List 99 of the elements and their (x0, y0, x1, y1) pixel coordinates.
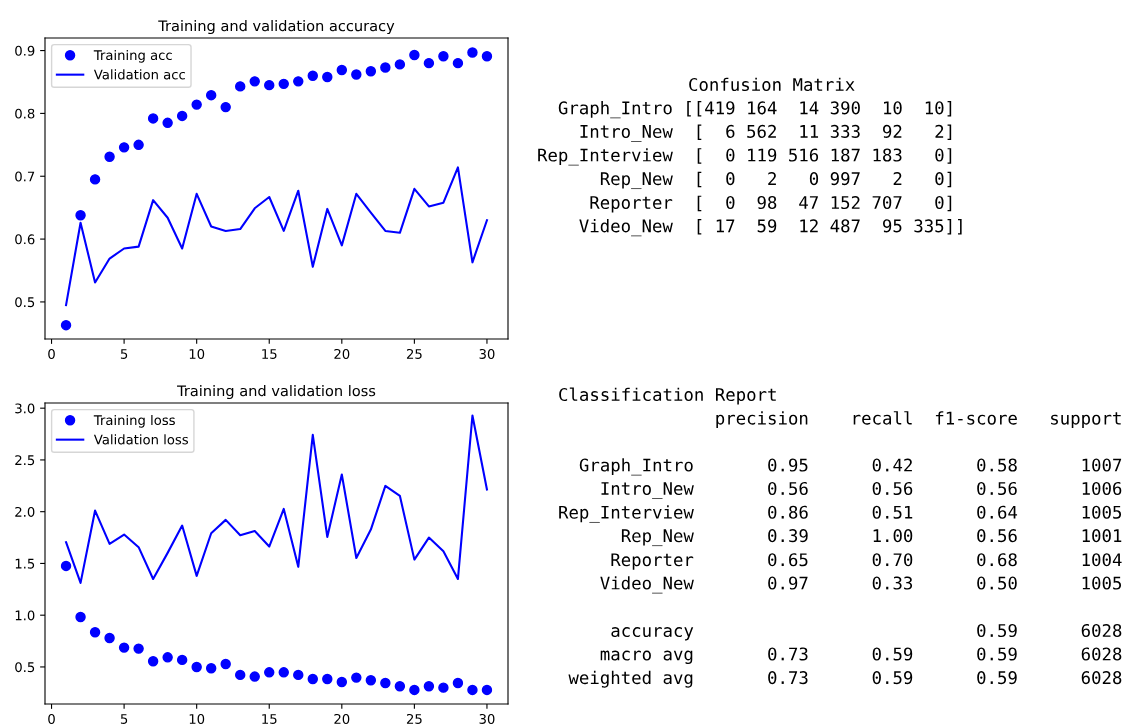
chart-title: Training and validation loss (177, 384, 376, 400)
point (264, 667, 275, 678)
point (351, 69, 362, 80)
point (409, 684, 420, 696)
point (176, 654, 188, 666)
point (162, 652, 173, 663)
point (176, 110, 188, 122)
point (467, 47, 478, 58)
text: Graph_Intro 0.95 0.42 0.58 1007 Intro_New 0.56 0.56 0.56 1006 Rep_Interview 0.86 0.51 0.64 1005 Rep_New 0.39 1.00 0.56 1001 Reporter 0.65 0.70 0.68 1004 Video_New 0.97 0.33 0.50 1005 (559, 458, 1122, 594)
point (293, 669, 304, 681)
x-tick-label: 15 (262, 714, 277, 724)
text: Confusion Matrix (689, 77, 855, 92)
point (60, 560, 72, 572)
point (423, 681, 435, 692)
point (322, 71, 333, 83)
point (220, 101, 231, 113)
point (365, 675, 377, 686)
point (205, 663, 217, 674)
point (235, 81, 246, 92)
y-tick-label: 2.5 (15, 455, 35, 466)
x-tick-label: 30 (479, 348, 495, 359)
y-tick-label: 0.6 (15, 234, 35, 245)
text: accuracy 0.59 6028 macro avg 0.73 0.59 0.59 6028 weighted avg 0.73 0.59 0.59 6028 (568, 623, 1122, 688)
point (452, 677, 464, 689)
point (307, 70, 318, 81)
y-tick-label: 1.5 (15, 558, 35, 569)
point (322, 673, 333, 685)
point (191, 99, 202, 110)
point (118, 142, 130, 153)
point (351, 672, 362, 683)
legend-label: Validation loss (93, 434, 189, 445)
y-tick-label: 0.8 (15, 108, 35, 119)
point (423, 57, 435, 69)
point (452, 57, 464, 69)
point (89, 627, 101, 638)
point (481, 51, 493, 62)
y-tick-label: 2.0 (15, 506, 35, 517)
point (481, 684, 493, 696)
point (409, 49, 420, 61)
text: Graph_Intro [[419 164 14 390 10 10] Intro_New [ 6 562 11 333 92 2] Rep_Interview [ 0 119 516 187 183 0] Rep_New [ 0 2 0 997 2 0] Reporter [ 0 98 47 152 707 0] Video_New [ 17 59 12 487 95 335]] (538, 100, 962, 237)
point (104, 632, 115, 644)
legend-label: Training acc (93, 49, 172, 63)
point (75, 209, 86, 221)
point (147, 656, 159, 667)
point (394, 681, 406, 692)
point (205, 89, 217, 101)
point (118, 642, 130, 653)
point (293, 76, 304, 87)
point (307, 673, 318, 685)
point (365, 66, 377, 77)
x-tick-label: 5 (120, 714, 128, 724)
point (235, 669, 246, 681)
point (191, 661, 202, 673)
x-tick-label: 0 (48, 713, 55, 724)
text: precision recall f1-score support (716, 411, 1121, 429)
line-series (65, 414, 488, 584)
point (75, 611, 86, 623)
point (278, 667, 289, 678)
point (336, 676, 348, 688)
point (467, 684, 478, 696)
point (147, 113, 159, 124)
point (264, 79, 275, 91)
point (133, 643, 144, 654)
point (380, 677, 391, 689)
x-tick-label: 25 (406, 348, 422, 359)
point (336, 64, 348, 76)
x-tick-label: 25 (406, 713, 422, 724)
y-tick-label: 0.7 (15, 171, 35, 182)
text: Classification Report (559, 387, 776, 405)
point (438, 51, 449, 62)
y-tick-label: 0.5 (15, 662, 35, 673)
x-tick-label: 20 (334, 713, 350, 724)
point (220, 658, 231, 670)
point (162, 117, 173, 129)
y-tick-label: 0.5 (15, 297, 35, 308)
point (249, 76, 260, 87)
y-tick-label: 1.0 (15, 610, 35, 621)
y-tick-label: 3.0 (15, 403, 35, 414)
x-tick-label: 0 (48, 348, 55, 359)
point (278, 78, 289, 90)
point (133, 139, 144, 151)
legend-label: Training loss (93, 414, 175, 428)
line-series (65, 166, 488, 307)
x-tick-label: 15 (262, 349, 277, 359)
point (394, 59, 406, 70)
point (438, 682, 449, 693)
chart-title: Training and validation accuracy (158, 19, 395, 35)
x-tick-label: 20 (334, 348, 350, 359)
point (380, 62, 391, 73)
point (89, 174, 101, 185)
y-tick-label: 0.9 (15, 45, 35, 56)
legend-label: Validation acc (93, 69, 185, 80)
point (104, 151, 115, 162)
point (249, 671, 260, 682)
point (60, 319, 72, 331)
x-tick-label: 5 (120, 349, 128, 359)
x-tick-label: 10 (189, 713, 205, 724)
x-tick-label: 10 (189, 348, 205, 359)
x-tick-label: 30 (479, 713, 495, 724)
